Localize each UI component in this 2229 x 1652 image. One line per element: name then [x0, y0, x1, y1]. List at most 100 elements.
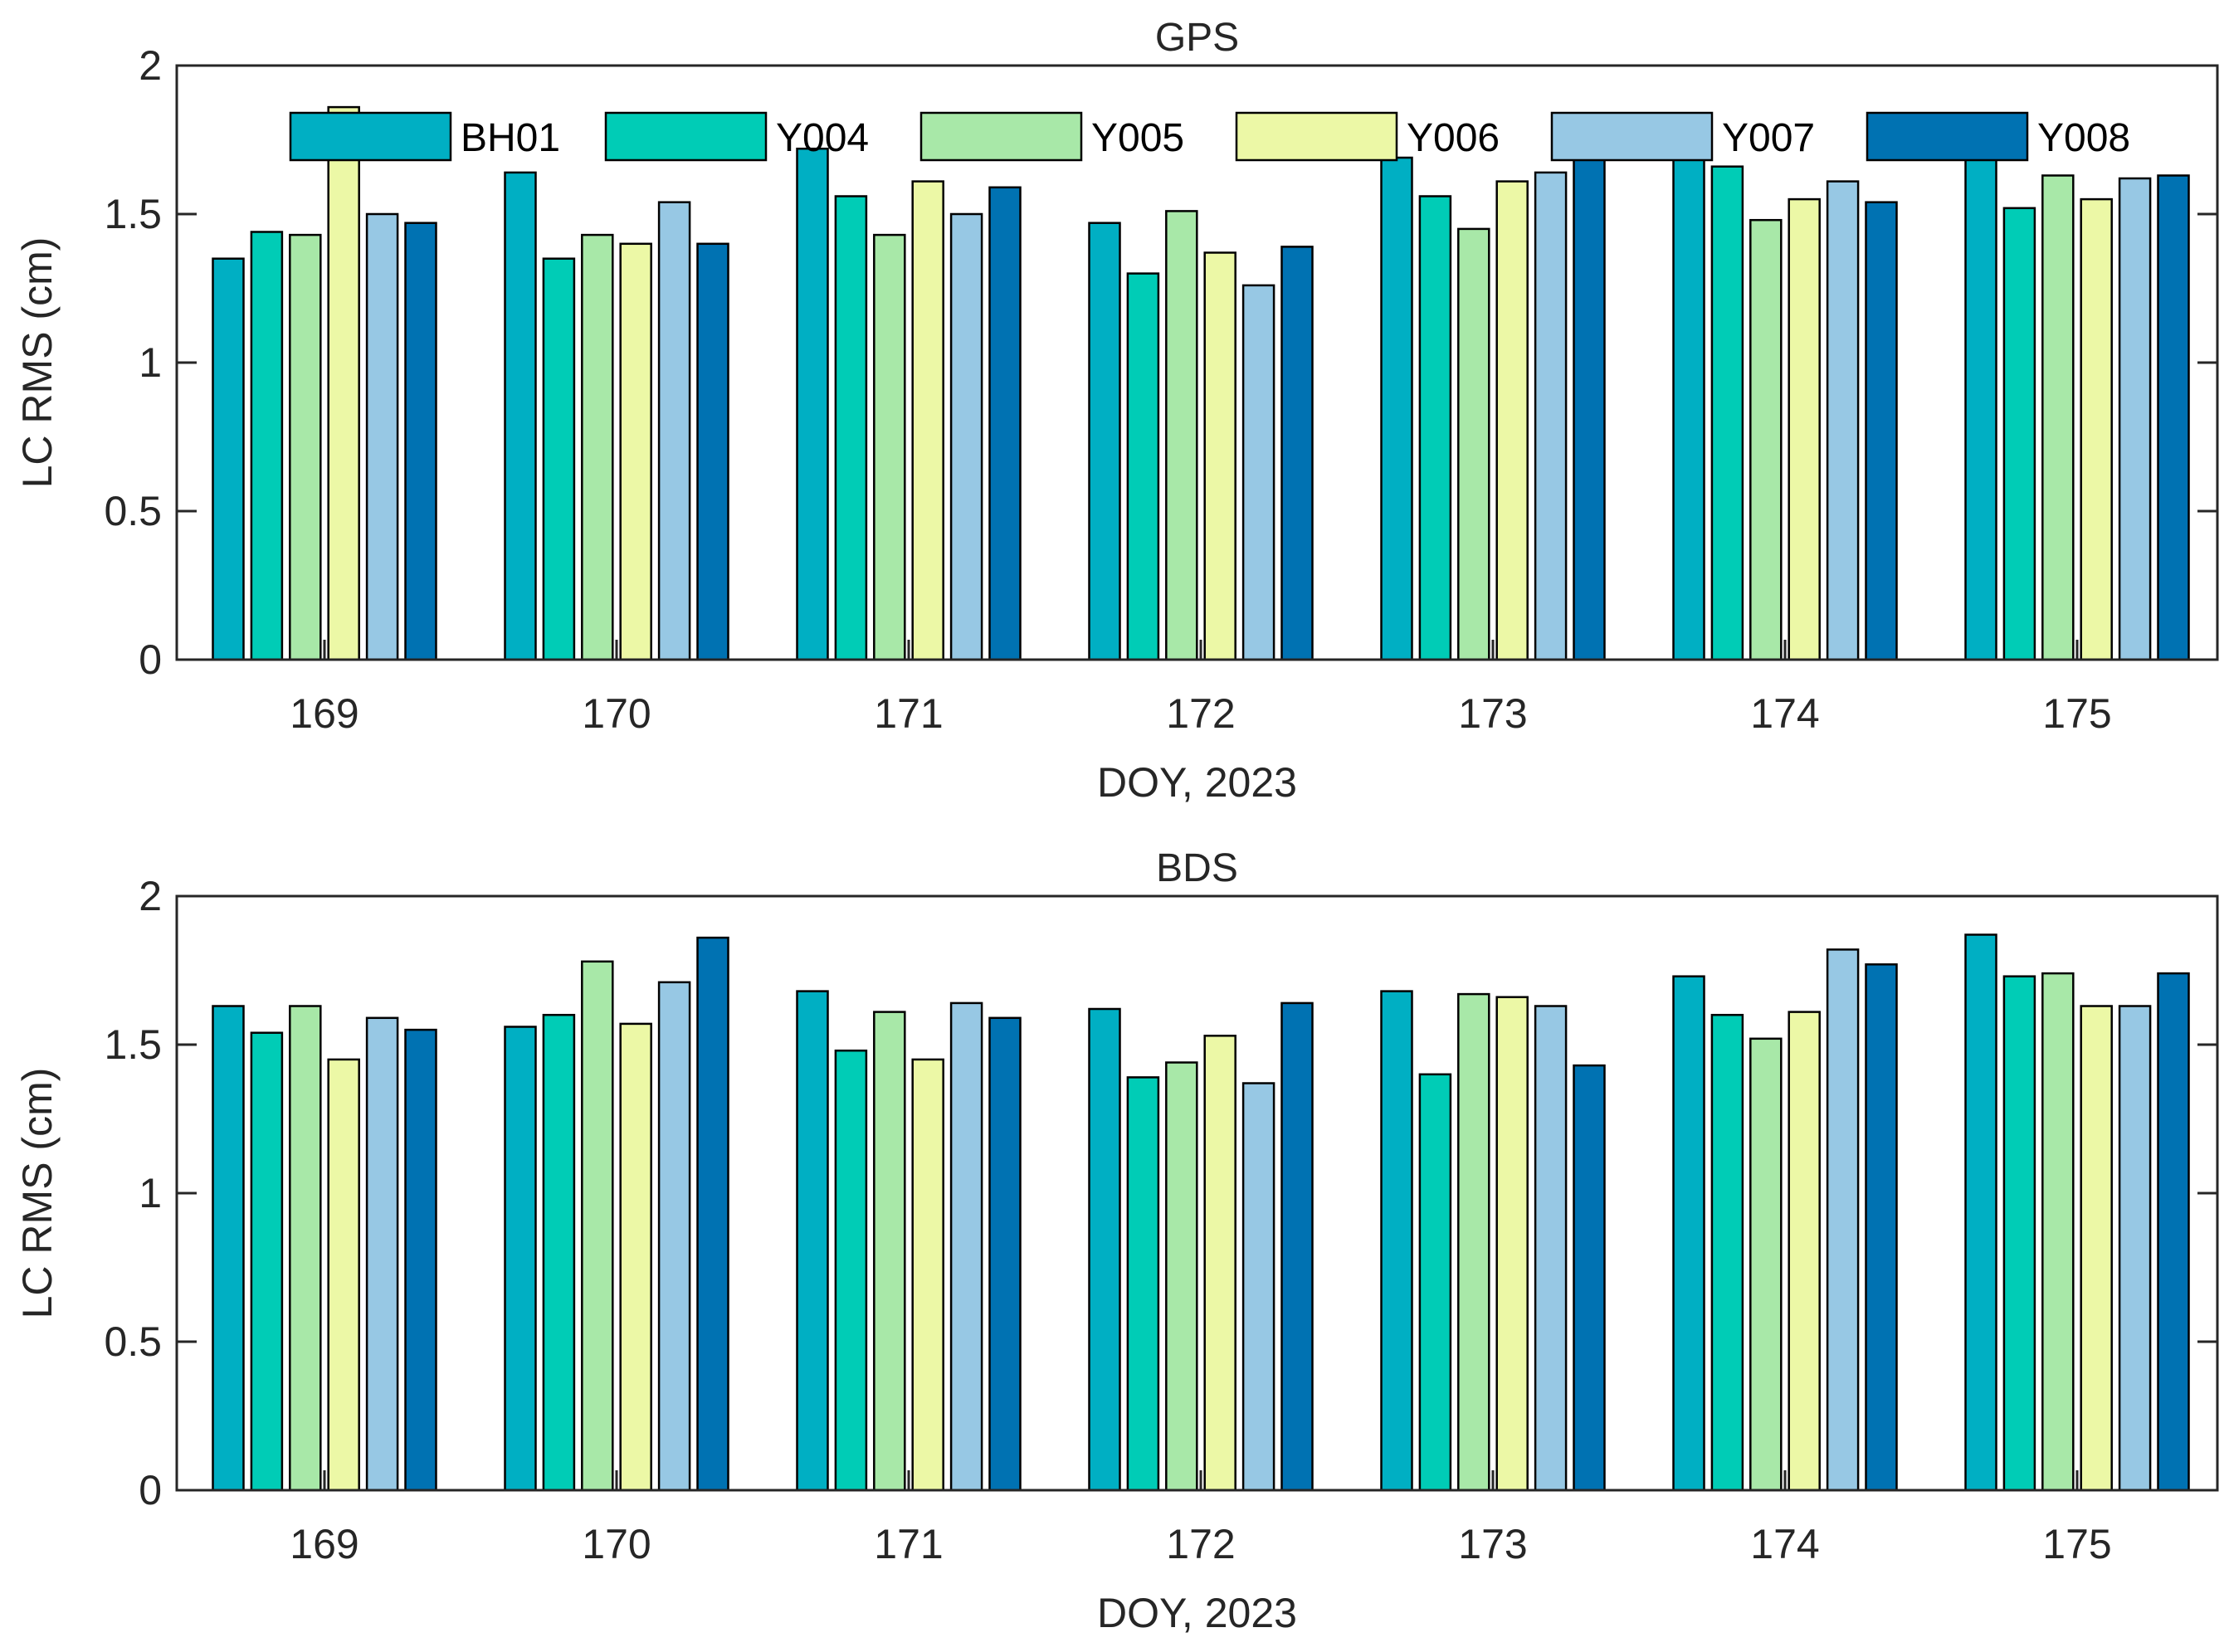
x-tick-label: 169	[290, 690, 358, 737]
bar-y005-171	[873, 1011, 906, 1492]
bar-y008-169	[404, 1028, 437, 1492]
chart-title: GPS	[1155, 16, 1239, 60]
y-tick-label: 1.5	[104, 191, 162, 237]
bar-y007-172	[1241, 284, 1275, 661]
y-tick-label: 0	[139, 1467, 162, 1513]
bar-bh01-169	[212, 257, 245, 661]
bar-y004-170	[542, 257, 576, 661]
bar-bh01-172	[1088, 1007, 1121, 1492]
x-tick-label: 175	[2042, 1521, 2111, 1567]
bar-y004-171	[834, 195, 868, 661]
bar-y007-172	[1241, 1082, 1275, 1492]
bar-y004-172	[1126, 1076, 1160, 1492]
bar-y006-171	[911, 1058, 944, 1492]
bar-bh01-174	[1672, 156, 1705, 661]
x-tick-label: 174	[1750, 1521, 1819, 1567]
x-tick-label: 170	[582, 1521, 651, 1567]
bar-y006-170	[619, 242, 652, 661]
x-axis-label: DOY, 2023	[1097, 759, 1297, 806]
legend-item-y005: Y005	[919, 111, 1184, 162]
bar-y006-172	[1203, 251, 1236, 661]
bar-y006-171	[911, 180, 944, 661]
legend-swatch	[919, 111, 1083, 162]
bar-y004-174	[1710, 1013, 1744, 1492]
bar-y006-169	[327, 1058, 360, 1492]
chart-panel-gps: 0 0.5 1 1.5 2 169 170 171 172 173 174 175 GPS DOY, 20…	[14, 16, 2219, 806]
bar-bh01-169	[212, 1005, 245, 1492]
y-tick-label: 2	[139, 873, 162, 919]
bar-y008-174	[1865, 963, 1898, 1492]
bar-bh01-173	[1380, 156, 1413, 661]
bar-y008-173	[1573, 156, 1606, 661]
y-tick-label: 1.5	[104, 1021, 162, 1068]
bar-y005-175	[2041, 174, 2075, 661]
legend: BH01 Y004 Y005 Y006 Y007 Y008	[289, 111, 2130, 162]
legend-item-bh01: BH01	[289, 111, 560, 162]
bar-bh01-175	[1964, 156, 1997, 661]
bar-bh01-171	[796, 147, 829, 661]
bar-y006-169	[327, 105, 360, 661]
y-tick-label: 1	[139, 339, 162, 386]
bar-y004-172	[1126, 272, 1160, 661]
bar-y006-170	[619, 1022, 652, 1492]
bar-y004-173	[1418, 1073, 1452, 1492]
bar-y007-171	[949, 212, 983, 661]
bar-y007-169	[365, 212, 399, 661]
bars	[212, 933, 2190, 1492]
y-tick-label: 0.5	[104, 488, 162, 534]
bar-y008-171	[988, 186, 1022, 661]
legend-swatch	[1235, 111, 1398, 162]
bar-y008-173	[1573, 1064, 1606, 1492]
bar-y005-170	[581, 960, 614, 1492]
bar-y005-171	[873, 233, 906, 661]
x-tick-label: 171	[874, 690, 943, 737]
bar-y004-175	[2002, 975, 2036, 1492]
bar-y008-169	[404, 222, 437, 661]
legend-item-y006: Y006	[1235, 111, 1500, 162]
bar-y005-169	[289, 1005, 322, 1492]
x-tick-label: 172	[1166, 1521, 1235, 1567]
bar-y006-173	[1495, 996, 1529, 1492]
chart-title: BDS	[1156, 846, 1238, 890]
legend-item-y007: Y007	[1550, 111, 1815, 162]
bar-y007-173	[1534, 1005, 1568, 1492]
bar-y007-171	[949, 1001, 983, 1492]
x-tick-label: 174	[1750, 690, 1819, 737]
y-tick-label: 1	[139, 1170, 162, 1216]
bar-y004-169	[250, 1031, 284, 1492]
bar-y008-170	[696, 242, 729, 661]
bar-bh01-172	[1088, 222, 1121, 661]
bar-y007-174	[1826, 948, 1860, 1492]
bar-y005-174	[1749, 1037, 1783, 1492]
bar-y004-174	[1710, 165, 1744, 661]
bar-y005-169	[289, 233, 322, 661]
legend-item-y004: Y004	[604, 111, 869, 162]
bar-bh01-175	[1964, 933, 1997, 1492]
legend-label: Y004	[776, 116, 869, 160]
bar-y006-174	[1788, 197, 1821, 661]
bar-y004-173	[1418, 195, 1452, 661]
bar-y005-170	[581, 233, 614, 661]
y-axis-label: LC RMS (cm)	[14, 1068, 61, 1319]
legend-label: Y006	[1407, 116, 1500, 160]
bar-y008-170	[696, 936, 729, 1492]
y-tick-label: 0.5	[104, 1318, 162, 1365]
x-tick-label: 170	[582, 690, 651, 737]
bar-y006-174	[1788, 1011, 1821, 1492]
chart-panel-bds: 0 0.5 1 1.5 2 169 170 171 172 173 174 175 BDS DOY, 20…	[14, 846, 2219, 1636]
bar-y008-171	[988, 1016, 1022, 1492]
bar-y005-172	[1165, 210, 1198, 661]
bar-y004-171	[834, 1049, 868, 1492]
legend-swatch	[1866, 111, 2029, 162]
bar-y004-169	[250, 231, 284, 661]
bar-y005-173	[1457, 227, 1490, 661]
bar-y004-170	[542, 1013, 576, 1492]
x-tick-label: 169	[290, 1521, 358, 1567]
bar-y007-174	[1826, 180, 1860, 661]
bar-y005-175	[2041, 972, 2075, 1492]
legend-item-y008: Y008	[1866, 111, 2130, 162]
bar-y007-170	[657, 201, 691, 661]
bar-y005-173	[1457, 992, 1490, 1492]
x-tick-label: 173	[1458, 690, 1527, 737]
